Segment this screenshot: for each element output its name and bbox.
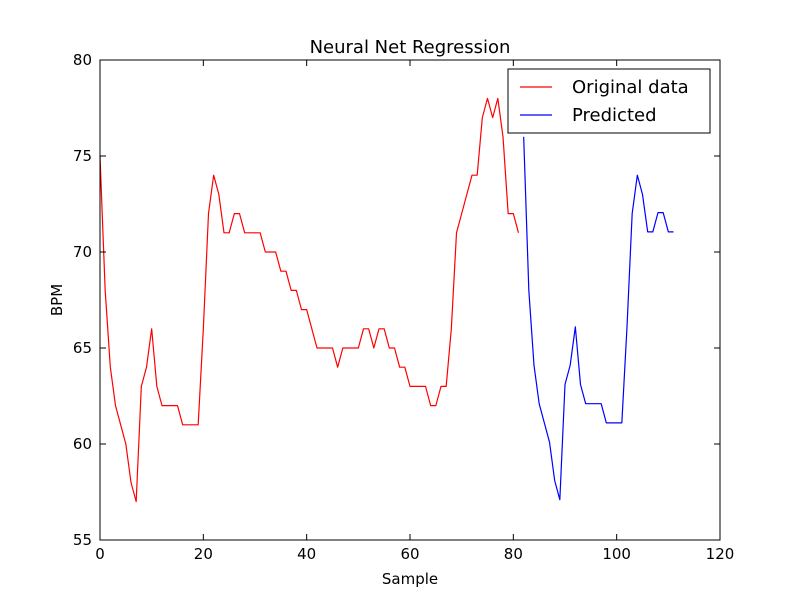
y-tick-label: 60	[73, 435, 92, 453]
x-tick-label: 40	[297, 545, 316, 563]
x-axis-label: Sample	[382, 570, 438, 588]
y-tick-label: 70	[73, 243, 92, 261]
y-tick-label: 80	[73, 51, 92, 69]
y-tick-label: 75	[73, 147, 92, 165]
legend-box	[507, 68, 711, 134]
x-tick-label: 80	[504, 545, 523, 563]
x-tick-label: 100	[602, 545, 631, 563]
series-line-original-data	[99, 97, 520, 503]
y-axis-label: BPM	[48, 284, 66, 316]
x-tick-label: 60	[400, 545, 419, 563]
legend-label-predicted: Predicted	[572, 105, 657, 126]
x-axis: 0 20 40 60 80 100 120	[95, 60, 734, 563]
legend: Original data Predicted	[507, 68, 711, 134]
series-line-predicted	[523, 136, 674, 501]
legend-label-original-data: Original data	[572, 77, 689, 98]
chart-title: Neural Net Regression	[310, 37, 511, 58]
plot-lines	[99, 97, 674, 503]
x-tick-label: 20	[194, 545, 213, 563]
y-tick-label: 55	[73, 531, 92, 549]
x-tick-label: 120	[706, 545, 735, 563]
x-tick-label: 0	[95, 545, 105, 563]
y-tick-label: 65	[73, 339, 92, 357]
y-axis: 55 60 65 70 75 80	[73, 51, 720, 549]
